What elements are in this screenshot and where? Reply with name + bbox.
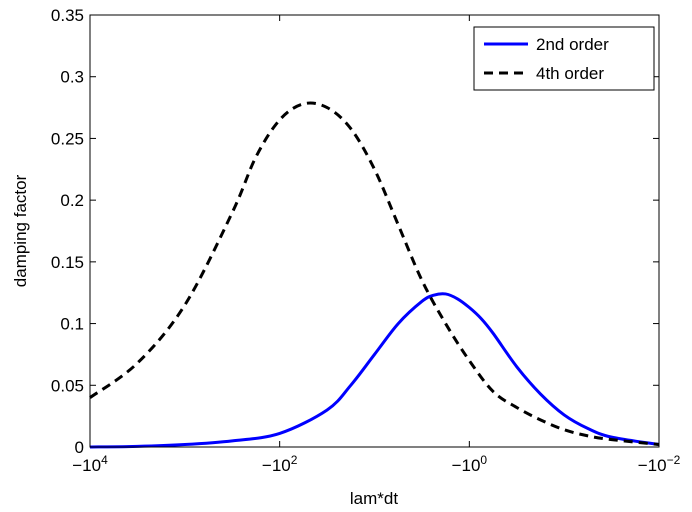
y-tick-label: 0.2 xyxy=(60,191,84,210)
legend-label-4th-order: 4th order xyxy=(536,64,604,83)
x-tick-label: −10−2 xyxy=(638,453,681,475)
series-layer xyxy=(89,101,660,449)
x-tick-label: −104 xyxy=(72,453,108,475)
y-tick-label: 0.3 xyxy=(60,68,84,87)
x-tick-label: −100 xyxy=(452,453,488,475)
y-tick-label: 0 xyxy=(75,438,84,457)
legend-label-2nd-order: 2nd order xyxy=(536,35,609,54)
y-tick-label: 0.15 xyxy=(51,253,84,272)
y-axis-label: damping factor xyxy=(11,174,30,287)
legend: 2nd order 4th order xyxy=(473,26,655,91)
plot-frame xyxy=(89,14,660,448)
series-line-4th-order xyxy=(89,101,660,447)
tick-layer: 0 0.05 0.1 0.15 0.2 0.25 0.3 0.35 −104 −102 −100 −1… xyxy=(51,6,681,475)
y-tick-label: 0.1 xyxy=(60,315,84,334)
legend-box xyxy=(473,26,655,91)
y-tick-label: 0.05 xyxy=(51,376,84,395)
x-tick-label: −102 xyxy=(262,453,298,475)
y-tick-label: 0.25 xyxy=(51,129,84,148)
x-axis-label: lam*dt xyxy=(350,489,398,508)
y-tick-label: 0.35 xyxy=(51,6,84,25)
series-line-2nd-order xyxy=(89,292,660,449)
